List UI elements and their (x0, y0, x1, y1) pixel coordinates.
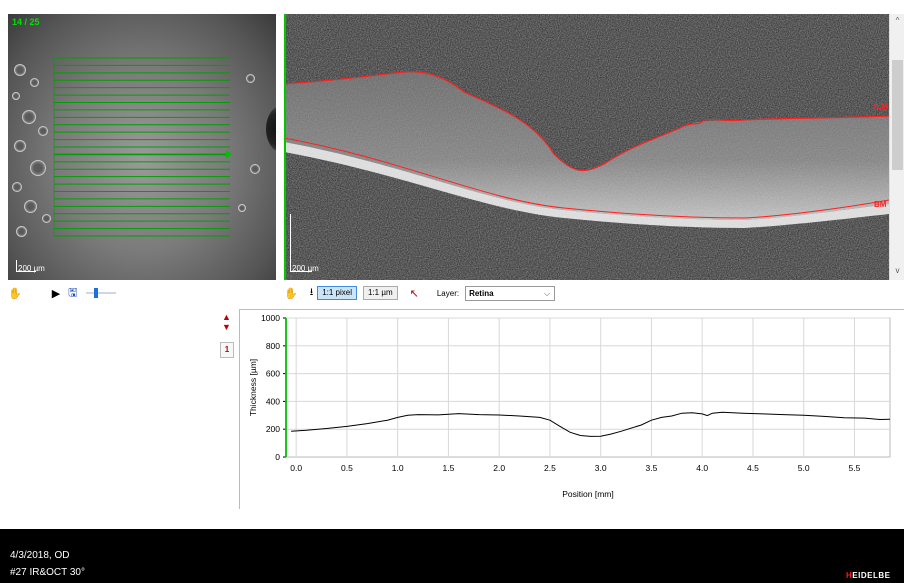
y-tick-label: 800 (266, 341, 280, 351)
fundus-scale-label: 200 µm (18, 264, 45, 273)
x-tick-label: 2.5 (544, 463, 556, 473)
thickness-chart-canvas: 0.0 0.5 1.0 1.5 2.0 2.5 3.0 3.5 4.0 4.5 5.0 5.5 0 200… (248, 313, 891, 499)
drusen-spot (38, 126, 48, 136)
fundus-ir-image[interactable]: 14 / 25 200 µm (8, 14, 276, 280)
drusen-spot (16, 226, 27, 237)
drusen-spot (250, 164, 260, 174)
y-tick-label: 1000 (261, 313, 280, 323)
x-tick-label: 3.0 (595, 463, 607, 473)
ilm-boundary-line (284, 71, 889, 172)
drusen-spot (246, 74, 255, 83)
optic-disc (266, 106, 276, 152)
scan-type: #27 IR&OCT 30° (10, 567, 85, 578)
y-axis-label: Thickness [µm] (248, 359, 258, 416)
zoom-1-1-pixel-button[interactable]: 1:1 pixel (317, 286, 357, 300)
scale-bar (16, 271, 36, 272)
x-tick-label: 1.0 (392, 463, 404, 473)
y-tick-label: 400 (266, 396, 280, 406)
page-indicator[interactable]: 1 (220, 342, 234, 358)
save-icon[interactable]: 🖫 (68, 286, 78, 299)
x-tick-label: 1.5 (443, 463, 455, 473)
plot-area (285, 317, 891, 458)
y-tick-label: 0 (275, 452, 280, 462)
drusen-spot (238, 204, 246, 212)
x-tick-label: 0.0 (290, 463, 302, 473)
brand-logo: HEIDELBE (846, 571, 891, 580)
drusen-spot (12, 92, 20, 100)
bm-boundary-line (284, 137, 889, 219)
drusen-spot (42, 214, 51, 223)
scan-line-overlay[interactable] (8, 14, 276, 280)
thickness-profile-chart: 0.0 0.5 1.0 1.5 2.0 2.5 3.0 3.5 4.0 4.5 5.0 5.5 0 200… (239, 309, 904, 509)
ilm-label: ILM (874, 102, 888, 111)
drusen-spot (30, 78, 39, 87)
oct-bscan-canvas (284, 14, 889, 280)
scan-counter: 14 / 25 (12, 17, 40, 27)
oct-scale-label: 200 µm (292, 264, 319, 273)
playback-speed-slider[interactable] (85, 288, 116, 298)
bm-label: BM (874, 200, 887, 209)
scan-direction-arrow (226, 150, 232, 159)
x-axis-label: Position [mm] (562, 489, 614, 499)
x-tick-label: 0.5 (341, 463, 353, 473)
fit-height-icon[interactable]: ⭳ (309, 286, 314, 298)
scale-bar (16, 260, 17, 272)
scan-position-marker (284, 14, 286, 280)
x-tick-label: 2.0 (493, 463, 505, 473)
drusen-spot (12, 182, 22, 192)
next-scan-button[interactable]: ▼ (222, 322, 231, 332)
hand-icon[interactable]: ✋ (8, 287, 22, 300)
scroll-down-icon[interactable]: v (895, 266, 900, 275)
slider-track (85, 292, 116, 294)
drusen-spot (24, 200, 37, 213)
scrollbar-thumb[interactable] (892, 60, 903, 170)
zoom-1-1-micron-button[interactable]: 1:1 µm (363, 286, 398, 300)
oct-toolbar: ✋ ⭳ 1:1 pixel 1:1 µm ↖ Layer: Retina ⌵ (284, 285, 556, 301)
x-tick-label: 3.5 (646, 463, 658, 473)
x-tick-label: 5.0 (798, 463, 810, 473)
previous-scan-button[interactable]: ▲ (222, 312, 231, 322)
y-tick-label: 600 (266, 369, 280, 379)
x-tick-label: 5.5 (849, 463, 861, 473)
oct-bscan-image[interactable]: ILM BM 200 µm (284, 14, 889, 280)
layer-select-value: Retina (469, 288, 494, 298)
chevron-down-icon: ⌵ (544, 288, 551, 298)
hand-icon[interactable]: ✋ (284, 287, 298, 300)
drusen-spot (22, 110, 36, 124)
scale-bar (290, 214, 291, 272)
layer-label: Layer: (436, 288, 460, 298)
exam-date-eye: 4/3/2018, OD (10, 550, 70, 561)
y-tick-label: 200 (266, 424, 280, 434)
drusen-spot (30, 160, 46, 176)
layer-select[interactable]: Retina ⌵ (465, 285, 556, 301)
drusen-spot (14, 140, 26, 152)
play-icon[interactable]: ▶ (51, 287, 61, 300)
slider-knob[interactable] (93, 288, 98, 298)
x-tick-label: 4.0 (696, 463, 708, 473)
oct-vertical-scrollbar[interactable]: ^ v (889, 14, 904, 280)
status-footer: 4/3/2018, OD #27 IR&OCT 30° HEIDELBE (0, 529, 904, 583)
layer-edit-icon[interactable]: ↖ (409, 287, 419, 300)
thickness-series-line (291, 411, 891, 437)
scroll-up-icon[interactable]: ^ (895, 16, 900, 25)
scale-bar (290, 271, 312, 272)
x-tick-label: 4.5 (747, 463, 759, 473)
fundus-toolbar: ✋ ▶ 🖫 (8, 285, 116, 301)
drusen-spot (14, 64, 26, 76)
